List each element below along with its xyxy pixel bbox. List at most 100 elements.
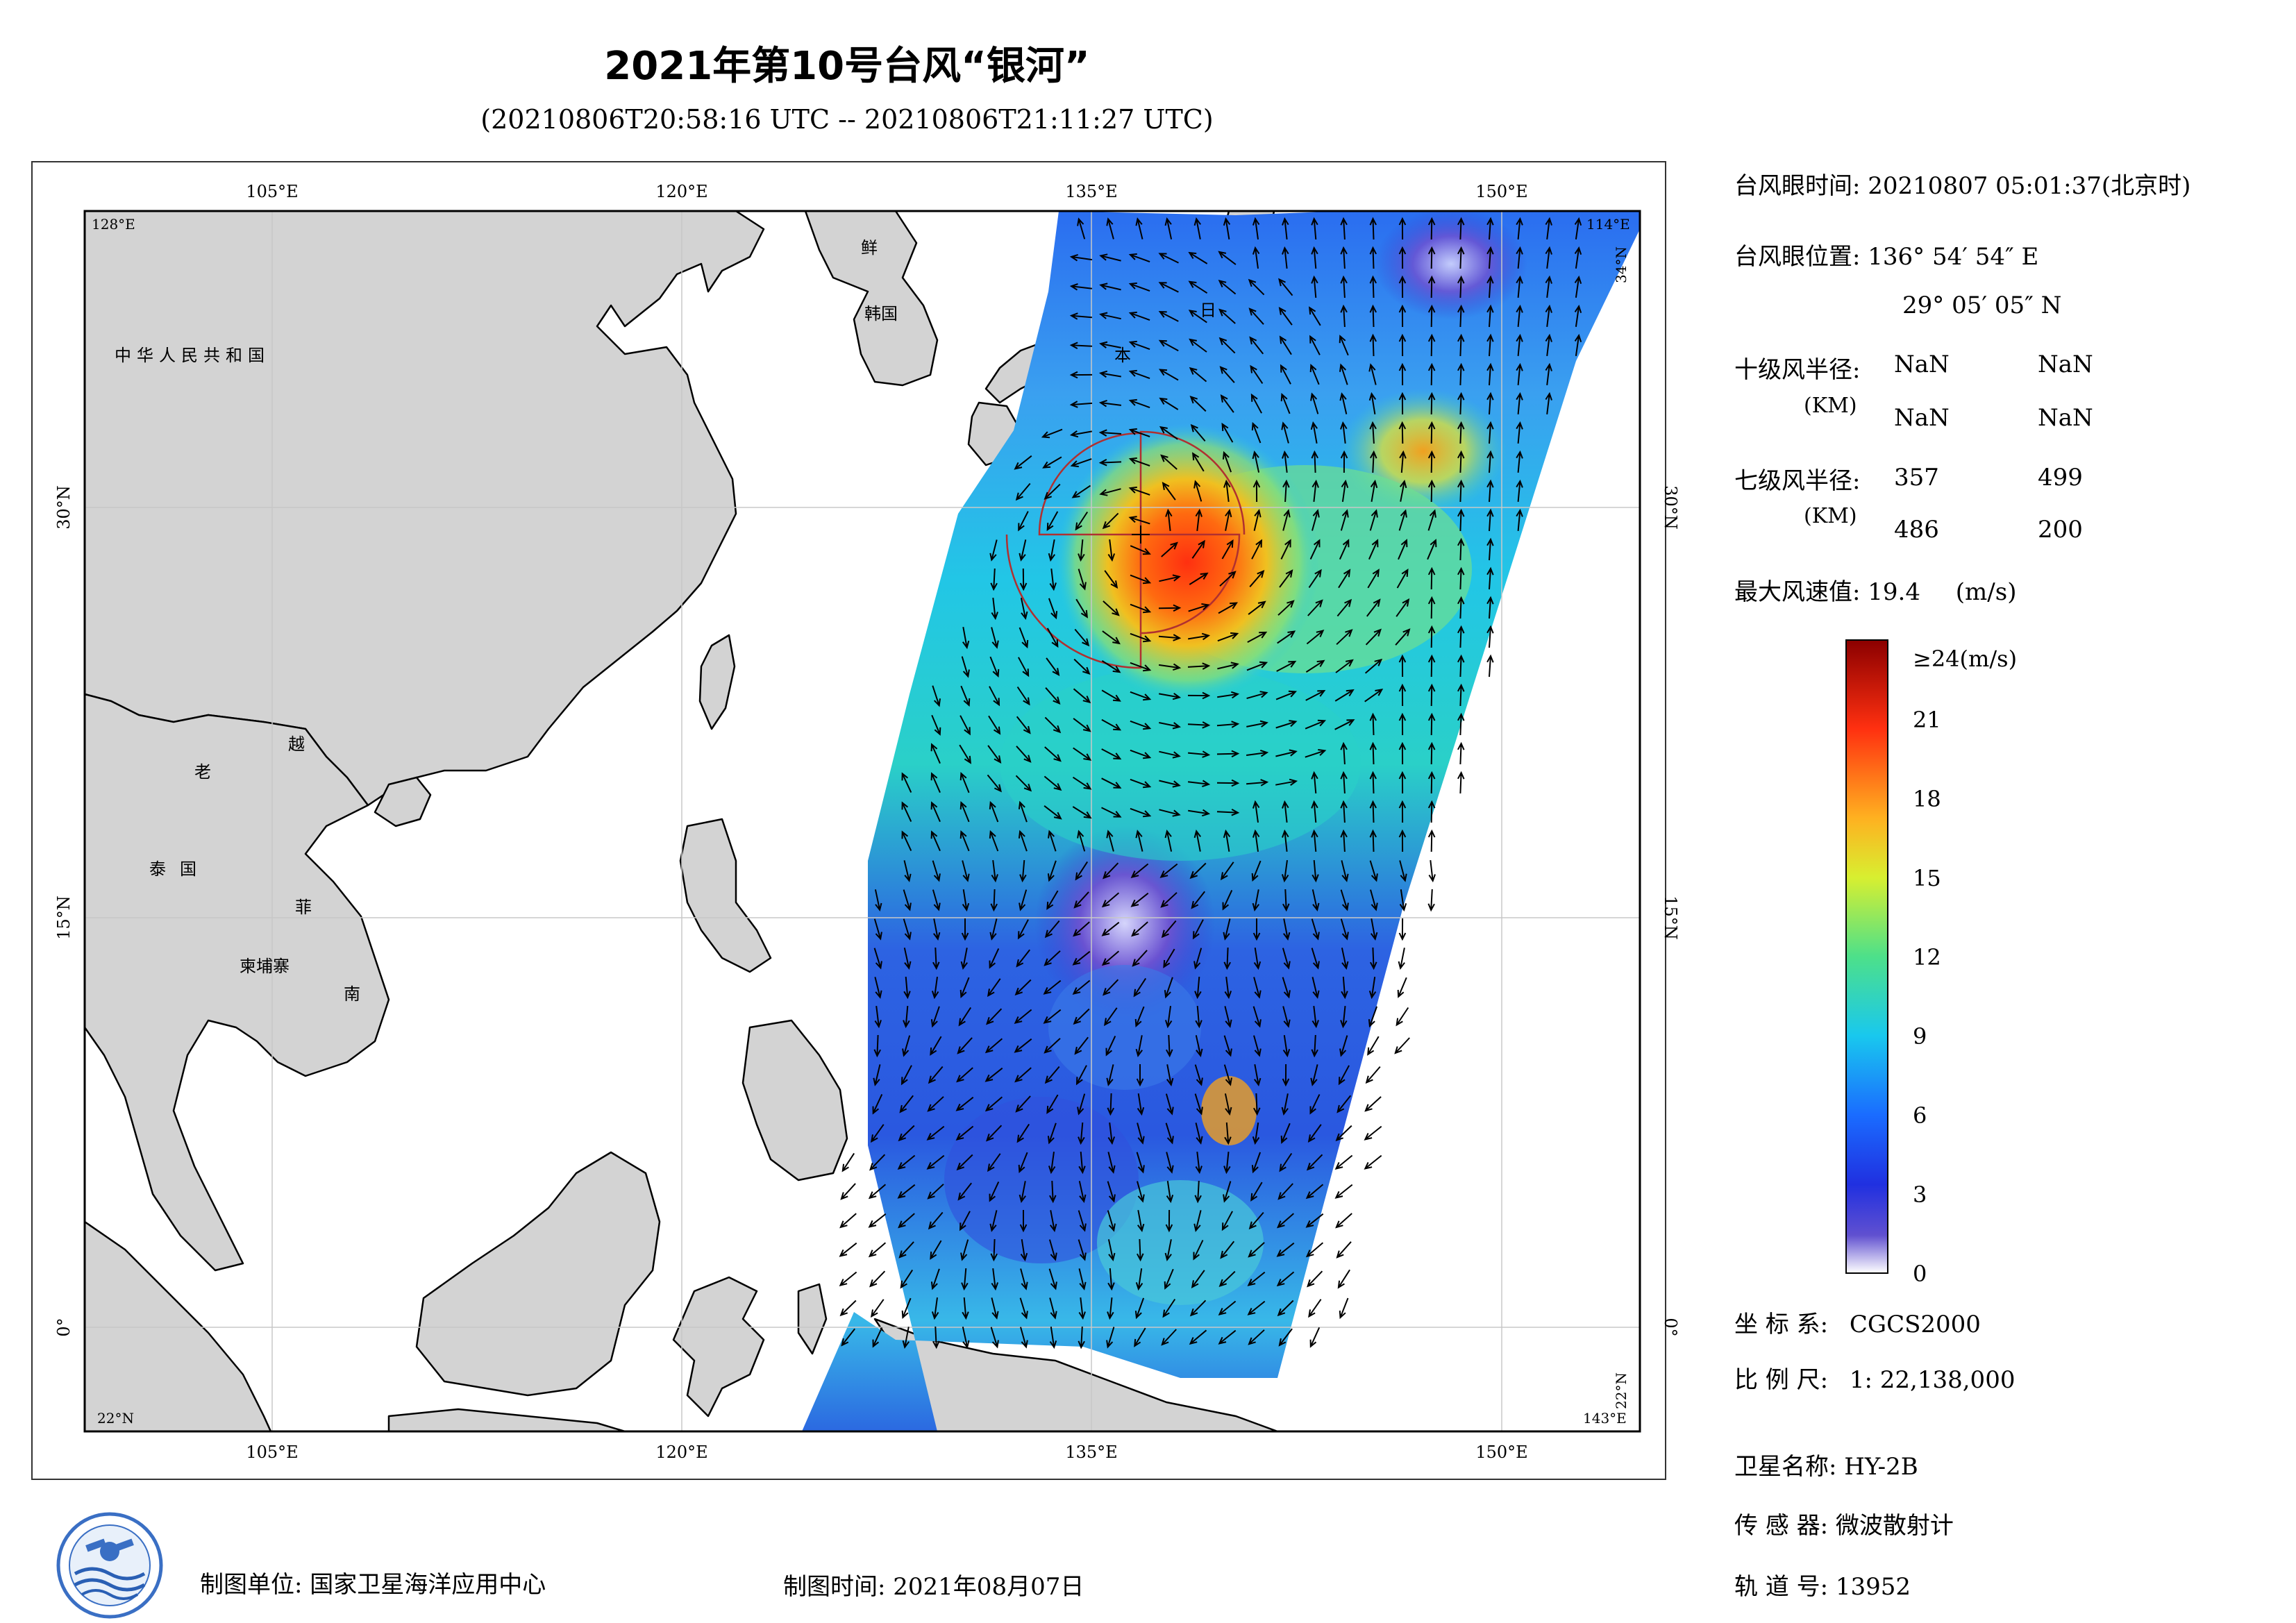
wind-vector <box>1369 217 1377 240</box>
lon-label: 105°E <box>246 1443 298 1462</box>
wind-vector <box>1072 806 1092 819</box>
map-time-label: 制图时间: <box>783 1573 886 1601</box>
wind-vector <box>1338 1065 1350 1086</box>
wind-vector <box>1128 428 1150 437</box>
wind-vector <box>1364 658 1383 674</box>
label-vietnam-1: 越 <box>288 734 305 754</box>
wind-vector <box>1545 392 1552 415</box>
wind-vector <box>1107 539 1116 562</box>
r10-value-2: NaN <box>2038 351 2093 378</box>
max-wind-value: 19.4 <box>1868 578 1920 606</box>
r10-value-1: NaN <box>1894 351 1950 378</box>
wind-vector <box>1427 889 1435 912</box>
wind-vector <box>872 1093 883 1115</box>
wind-vector <box>1223 1035 1232 1057</box>
wind-vector <box>1336 1241 1352 1259</box>
wind-vector <box>1365 628 1382 646</box>
lon-label: 135°E <box>1065 1443 1117 1462</box>
wind-vector <box>1516 362 1523 385</box>
wind-vector <box>959 1211 971 1231</box>
wind-vector <box>1280 364 1291 385</box>
wind-vector <box>1278 278 1293 296</box>
wind-vector <box>1339 335 1349 356</box>
philippines-south-land <box>741 1019 848 1181</box>
wind-vector <box>1015 775 1032 792</box>
wind-vector <box>1369 741 1377 765</box>
wind-vector <box>1516 479 1523 502</box>
wind-vector <box>1218 337 1236 354</box>
wind-vector <box>1166 1034 1173 1058</box>
wind-vector <box>869 1154 886 1171</box>
wind-vector <box>962 627 970 650</box>
wind-vector <box>1339 392 1348 414</box>
wind-vector <box>1161 1329 1177 1346</box>
lon-labels-top: 105°E 120°E 135°E 150°E <box>246 182 1527 201</box>
wind-vector <box>932 860 941 882</box>
wind-vector <box>1277 630 1296 644</box>
wind-vector <box>1340 217 1348 240</box>
wind-vector <box>1069 283 1093 291</box>
wind-vector <box>962 889 970 912</box>
wind-vector <box>1364 1154 1382 1170</box>
wind-vector <box>1457 537 1465 561</box>
wind-vector <box>1338 569 1351 589</box>
eye-pos-label: 台风眼位置: <box>1734 243 1861 271</box>
wind-vector <box>957 1182 972 1201</box>
wind-vector <box>1335 1213 1352 1229</box>
wind-vector <box>1159 397 1179 410</box>
wind-vector <box>1223 1181 1232 1203</box>
wind-vector <box>989 948 1000 969</box>
wind-vector <box>1307 1270 1323 1288</box>
wind-vector <box>1018 1152 1028 1174</box>
wind-vector <box>841 1328 855 1347</box>
wind-vector <box>1339 1035 1348 1057</box>
wind-vector <box>1457 479 1465 503</box>
wind-vector <box>1398 304 1407 328</box>
wind-map[interactable]: 中华人民共和国 鲜 韩国 日 本 老 越 南 泰国 柬埔寨 菲 128°E 11… <box>0 0 1694 1486</box>
wind-vector <box>1574 275 1582 298</box>
map-unit-value: 国家卫星海洋应用中心 <box>310 1571 546 1599</box>
wind-vector <box>1252 217 1260 240</box>
wind-vector <box>1427 450 1436 473</box>
wind-vector <box>1019 860 1027 883</box>
wind-vector <box>960 948 968 970</box>
wind-vector <box>1340 918 1349 941</box>
label-vietnam-2: 南 <box>344 984 360 1004</box>
r7-label: 七级风半径: <box>1734 467 1861 495</box>
wind-vector <box>1311 275 1318 298</box>
corner-br-lat: 22°N <box>1613 1372 1629 1409</box>
wind-vector <box>1310 1064 1318 1086</box>
wind-vector <box>1222 889 1233 911</box>
wind-vector <box>1137 1093 1145 1116</box>
wind-vector <box>930 1240 942 1260</box>
wind-vector <box>1220 861 1234 881</box>
wind-vector <box>1159 750 1181 759</box>
wind-vector <box>1195 1006 1203 1029</box>
wind-vector <box>1311 771 1318 793</box>
wind-vector <box>1218 280 1237 295</box>
wind-vector <box>1078 1326 1085 1349</box>
colorbar-tick-label: 3 <box>1913 1181 1927 1208</box>
wind-vector <box>873 918 882 941</box>
wind-vector <box>1369 246 1377 269</box>
wind-vector <box>1020 1327 1028 1349</box>
wind-vector <box>1164 977 1173 999</box>
wind-vector <box>1188 251 1208 264</box>
wind-vector <box>1014 455 1032 470</box>
wind-vector <box>1398 539 1408 560</box>
wind-vector <box>960 685 971 707</box>
orbit-value: 13952 <box>1835 1573 1911 1601</box>
wind-vector <box>1428 859 1436 883</box>
wind-vector <box>1305 1242 1324 1258</box>
wind-vector <box>1073 891 1089 909</box>
wind-vector <box>1078 539 1085 562</box>
wind-vector <box>1188 603 1210 612</box>
wind-vector <box>932 947 940 970</box>
wind-vector <box>1486 537 1494 561</box>
graticule <box>85 211 1640 1431</box>
wind-vector <box>1193 830 1201 852</box>
wind-vector <box>1158 663 1182 671</box>
wind-vector <box>991 859 998 883</box>
wind-vector <box>1103 979 1119 996</box>
wind-vector <box>1165 1093 1174 1116</box>
